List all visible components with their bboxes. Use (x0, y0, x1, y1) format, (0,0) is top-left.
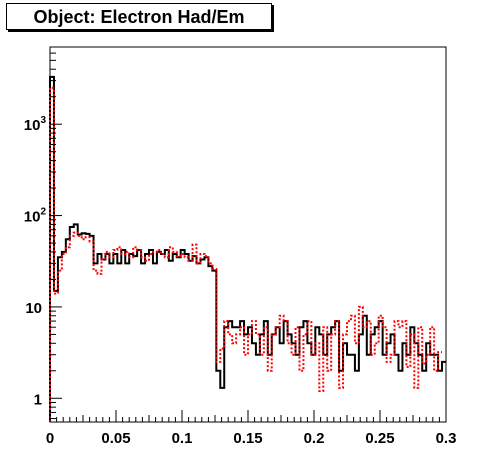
y-tick-exponent: 3 (40, 115, 46, 126)
series-layer (49, 75, 446, 422)
y-tick-label: 1 (34, 391, 42, 408)
y-tick-label: 103 (24, 115, 47, 134)
chart-title-box: Object: Electron Had/Em (6, 3, 272, 30)
x-tick-label: 0.25 (365, 430, 394, 447)
series-1-dashed (49, 86, 443, 422)
x-tick-label: 0.1 (172, 430, 193, 447)
series-0-line (49, 75, 446, 422)
y-tick-label: 10 (25, 300, 42, 317)
x-tick-label: 0.2 (304, 430, 325, 447)
x-tick-label: 0.3 (436, 430, 457, 447)
x-axis: 0 0.05 0.1 0.15 0.2 0.25 0.3 (46, 410, 457, 447)
y-tick-exponent: 2 (40, 207, 46, 218)
x-tick-label: 0.15 (233, 430, 262, 447)
y-axis: 1 10 102 103 (24, 46, 62, 420)
x-tick-label: 0 (46, 430, 54, 447)
x-tick-label: 0.05 (101, 430, 130, 447)
chart-title: Object: Electron Had/Em (33, 7, 245, 27)
plot-frame (49, 46, 447, 423)
y-tick-label: 102 (24, 207, 47, 226)
series-0-solid (49, 75, 446, 422)
series-1-line (49, 86, 443, 422)
